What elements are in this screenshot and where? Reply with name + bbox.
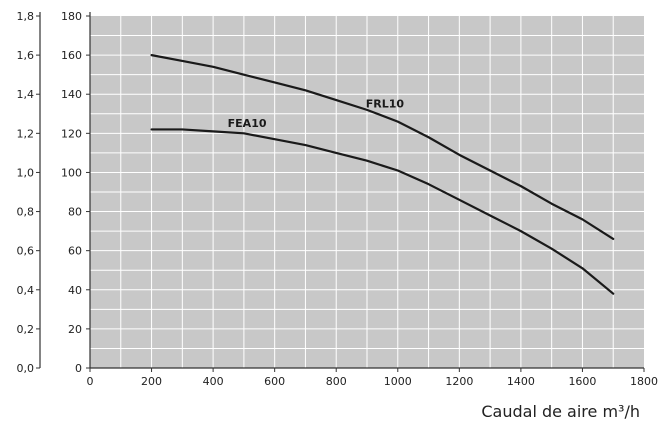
y-tick-label: 0: [75, 362, 82, 375]
y-tick-label: 80: [68, 206, 82, 219]
y2-tick-label: 0,0: [17, 362, 35, 375]
y2-tick-label: 0,6: [17, 245, 35, 258]
y-tick-label: 20: [68, 323, 82, 336]
series-labels: FRL10 FEA10: [228, 98, 405, 131]
series-label-frl10: FRL10: [366, 98, 405, 111]
series-lines: [150, 54, 615, 295]
series-label-fea10: FEA10: [228, 117, 267, 130]
y-tick-label: 180: [61, 10, 82, 23]
axes: 0 0,0 20 0,2 40 0,4 60 0,6 80 0,8 100 1,0 120 1,2 140 1…: [17, 10, 659, 388]
x-tick-label: 1800: [630, 375, 658, 388]
series-line-fea10: [150, 128, 615, 295]
y2-tick-label: 1,0: [17, 166, 35, 179]
y-tick-label: 40: [68, 284, 82, 297]
y-tick-label: 60: [68, 245, 82, 258]
x-tick-label: 1000: [384, 375, 412, 388]
x-tick-label: 1600: [568, 375, 596, 388]
x-tick-label: 600: [264, 375, 285, 388]
y-tick-label: 120: [61, 127, 82, 140]
y2-tick-label: 1,8: [17, 10, 35, 23]
y2-tick-label: 0,2: [17, 323, 35, 336]
y2-tick-label: 1,2: [17, 127, 35, 140]
y2-tick-label: 1,6: [17, 49, 35, 62]
y-tick-label: 100: [61, 166, 82, 179]
x-tick-label: 400: [203, 375, 224, 388]
grid: [90, 16, 644, 368]
y2-tick-label: 0,4: [17, 284, 35, 297]
y2-tick-label: 1,4: [17, 88, 35, 101]
y-tick-label: 160: [61, 49, 82, 62]
x-tick-label: 1400: [507, 375, 535, 388]
y2-tick-label: 0,8: [17, 206, 35, 219]
x-tick-label: 0: [87, 375, 94, 388]
x-tick-label: 1200: [445, 375, 473, 388]
x-tick-label: 200: [141, 375, 162, 388]
x-tick-label: 800: [326, 375, 347, 388]
series-line-frl10: [150, 54, 615, 241]
x-axis-label: Caudal de aire m³/h: [481, 402, 640, 421]
y-tick-label: 140: [61, 88, 82, 101]
